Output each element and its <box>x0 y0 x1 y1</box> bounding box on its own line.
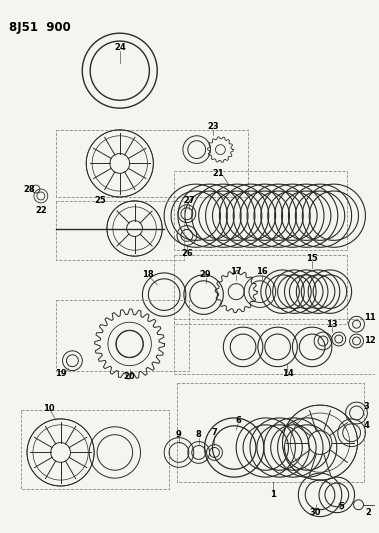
Text: 2: 2 <box>365 508 371 517</box>
Text: 10: 10 <box>43 403 55 413</box>
Text: 24: 24 <box>114 44 126 52</box>
Text: 6: 6 <box>235 416 241 425</box>
Text: 17: 17 <box>230 268 242 277</box>
Text: 16: 16 <box>256 268 268 277</box>
Text: 4: 4 <box>363 421 370 430</box>
Bar <box>174 255 347 324</box>
Text: 23: 23 <box>208 123 219 132</box>
Text: 13: 13 <box>326 320 338 329</box>
Text: 14: 14 <box>282 369 293 378</box>
Text: 21: 21 <box>213 169 224 178</box>
Text: 7: 7 <box>211 428 217 437</box>
Text: 9: 9 <box>176 430 182 439</box>
Text: 8: 8 <box>196 430 202 439</box>
Bar <box>56 130 248 197</box>
Bar <box>177 383 365 482</box>
Text: 28: 28 <box>23 184 35 193</box>
Text: 30: 30 <box>309 508 321 517</box>
Text: 19: 19 <box>55 369 66 378</box>
Bar <box>21 410 169 489</box>
Text: 25: 25 <box>94 196 106 205</box>
Text: 1: 1 <box>270 490 276 499</box>
Text: 22: 22 <box>35 206 47 215</box>
Text: 8J51  900: 8J51 900 <box>9 21 71 34</box>
Text: 29: 29 <box>200 270 211 279</box>
Text: 15: 15 <box>306 254 318 263</box>
Text: 12: 12 <box>365 336 376 345</box>
Text: 20: 20 <box>124 372 135 381</box>
Bar <box>174 319 379 374</box>
Text: 3: 3 <box>363 401 369 410</box>
Text: 11: 11 <box>365 313 376 322</box>
Text: 18: 18 <box>142 270 153 279</box>
Text: 26: 26 <box>181 249 193 257</box>
Bar <box>174 171 347 250</box>
Bar <box>56 300 189 370</box>
Text: 27: 27 <box>183 196 195 205</box>
Text: 5: 5 <box>339 502 345 511</box>
Bar <box>56 201 184 260</box>
